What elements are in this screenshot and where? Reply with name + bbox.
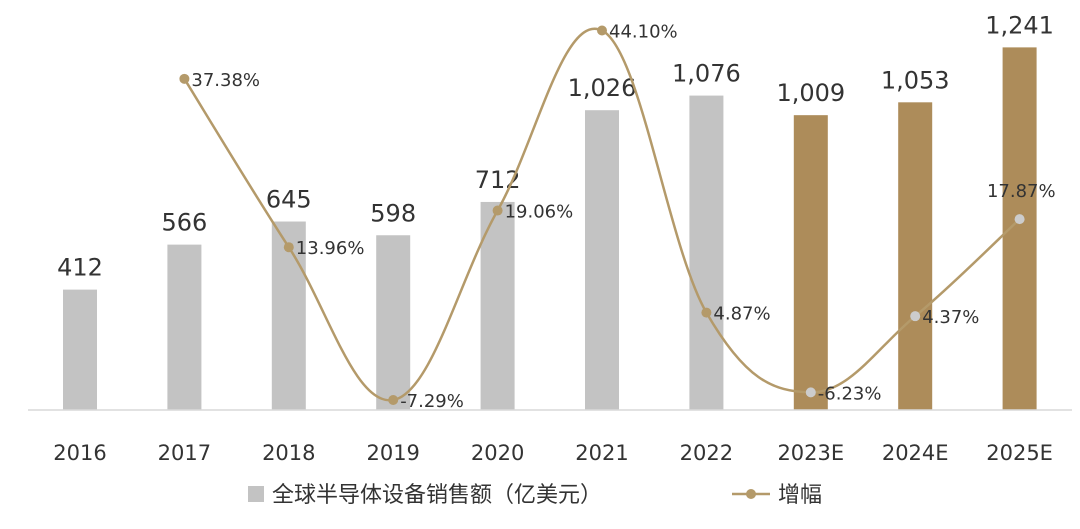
growth-label-2021: 44.10% bbox=[609, 22, 678, 43]
growth-label-2023E: -6.23% bbox=[818, 383, 882, 404]
growth-label-2019: -7.29% bbox=[400, 391, 464, 412]
growth-label-2018: 13.96% bbox=[296, 238, 365, 259]
x-tick-2019: 2019 bbox=[366, 441, 419, 465]
bar-2025E bbox=[1002, 47, 1037, 411]
bar-2019 bbox=[376, 235, 411, 410]
bar-value-label-2023E: 1,009 bbox=[776, 79, 845, 107]
bars-group bbox=[63, 47, 1037, 411]
bar-value-label-2018: 645 bbox=[266, 186, 312, 214]
legend: 全球半导体设备销售额（亿美元） 增幅 bbox=[248, 483, 822, 508]
legend-line-label: 增幅 bbox=[778, 483, 822, 508]
growth-marker-2021 bbox=[597, 25, 607, 36]
bar-value-label-2017: 566 bbox=[161, 209, 207, 237]
growth-label-2024E: 4.37% bbox=[922, 307, 979, 328]
growth-marker-2024E bbox=[910, 311, 921, 322]
bar-2017 bbox=[167, 244, 202, 410]
growth-label-2020: 19.06% bbox=[505, 202, 574, 223]
bar-value-label-2024E: 1,053 bbox=[881, 66, 950, 94]
growth-marker-2020 bbox=[492, 205, 503, 216]
legend-bar-label: 全球半导体设备销售额（亿美元） bbox=[272, 483, 602, 508]
growth-label-2025E: 17.87% bbox=[987, 181, 1056, 202]
bar-value-label-2021: 1,026 bbox=[568, 74, 637, 102]
bar-2016 bbox=[63, 289, 97, 410]
growth-marker-2025E bbox=[1014, 214, 1025, 225]
bar-value-label-2025E: 1,241 bbox=[985, 11, 1054, 39]
growth-series-line bbox=[183, 27, 1021, 402]
x-tick-labels: 2016 2017 2018 2019 2020 2021 2022 2023E 2024E 20… bbox=[53, 441, 1053, 465]
growth-marker-2019 bbox=[388, 395, 399, 405]
x-tick-2018: 2018 bbox=[262, 441, 315, 465]
x-tick-2024E: 2024E bbox=[882, 441, 949, 465]
bar-2022 bbox=[689, 95, 724, 410]
bar-value-label-2016: 412 bbox=[57, 254, 103, 282]
x-tick-2023E: 2023E bbox=[777, 441, 844, 465]
bar-2021 bbox=[585, 110, 619, 411]
growth-value-labels: 37.38% 13.96% -7.29% 19.06% 44.10% 4.87% -6.23… bbox=[191, 22, 1055, 412]
bar-2023E bbox=[793, 115, 828, 410]
x-tick-2016: 2016 bbox=[53, 441, 106, 465]
legend-bar-swatch bbox=[248, 486, 264, 502]
bar-value-label-2022: 1,076 bbox=[672, 60, 741, 88]
growth-label-2022: 4.87% bbox=[713, 304, 770, 325]
bar-2020 bbox=[480, 201, 515, 410]
growth-markers bbox=[179, 25, 1025, 405]
x-tick-2025E: 2025E bbox=[986, 441, 1053, 465]
bar-2024E bbox=[898, 102, 933, 410]
bar-2018 bbox=[271, 221, 306, 410]
growth-marker-2017 bbox=[179, 73, 190, 84]
growth-marker-2023E bbox=[805, 387, 816, 398]
legend-line-marker bbox=[746, 489, 756, 499]
x-tick-2020: 2020 bbox=[471, 441, 524, 465]
growth-marker-2018 bbox=[283, 242, 294, 253]
growth-label-2017: 37.38% bbox=[191, 70, 260, 91]
x-tick-2022: 2022 bbox=[680, 441, 733, 465]
bar-value-label-2019: 598 bbox=[370, 199, 416, 227]
x-tick-2021: 2021 bbox=[575, 441, 628, 465]
growth-marker-2022 bbox=[701, 307, 712, 318]
x-tick-2017: 2017 bbox=[158, 441, 211, 465]
